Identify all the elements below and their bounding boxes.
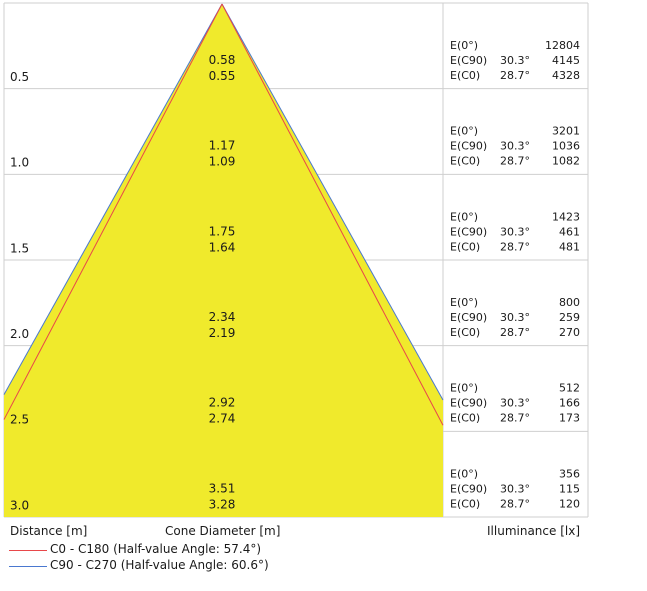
illuminance-c0-label: E(C0) [450,240,480,253]
legend-c0-swatch [9,550,47,551]
illuminance-c0-label: E(C0) [450,155,480,168]
illuminance-e0-value: 3201 [552,125,580,138]
illuminance-c0-value: 270 [559,326,580,339]
cone-diameter-c0: 1.09 [209,155,236,169]
cone-diameter-c0: 0.55 [209,69,236,83]
illuminance-c0-angle: 28.7° [500,240,530,253]
illuminance-e0-label: E(0°) [450,125,478,138]
cone-diameter-c0: 1.64 [209,240,236,254]
c0-c180-cone-edge-right [221,3,444,426]
illuminance-c0-angle: 28.7° [500,497,530,510]
illuminance-e0-label: E(0°) [450,467,478,480]
illuminance-c0-value: 120 [559,497,580,510]
illuminance-c0-label: E(C0) [450,412,480,425]
cone-diameter-c90: 0.58 [209,53,236,67]
illuminance-c0-angle: 28.7° [500,69,530,82]
footer: Distance [m] Cone Diameter [m] Illuminan… [0,518,647,591]
legend-c0-c180: C0 - C180 (Half-value Angle: 57.4°) [50,542,262,556]
illuminance-c90-label: E(C90) [450,54,487,67]
illuminance-c90-angle: 30.3° [500,225,530,238]
illuminance-c90-angle: 30.3° [500,397,530,410]
cone-diameter-c0: 2.19 [209,326,236,340]
illuminance-c0-angle: 28.7° [500,326,530,339]
illuminance-e0-label: E(0°) [450,210,478,223]
illuminance-c90-label: E(C90) [450,140,487,153]
illuminance-c0-angle: 28.7° [500,412,530,425]
distance-label: 3.0 [10,498,29,512]
illuminance-c90-value: 115 [559,482,580,495]
illuminance-e0-label: E(0°) [450,296,478,309]
illuminance-c0-label: E(C0) [450,326,480,339]
cone-diameter-c90: 3.51 [209,481,236,495]
illuminance-c0-angle: 28.7° [500,155,530,168]
illuminance-e0-value: 800 [559,296,580,309]
illuminance-c90-label: E(C90) [450,311,487,324]
cone-diameter-c90: 1.17 [209,139,236,153]
illuminance-e0-value: 512 [559,382,580,395]
illuminance-c0-value: 481 [559,240,580,253]
illuminance-c90-value: 461 [559,225,580,238]
cone-diameter-c0: 3.28 [209,497,236,511]
illuminance-c90-label: E(C90) [450,225,487,238]
illuminance-c0-value: 4328 [552,69,580,82]
cone-diameter-label: Cone Diameter [m] [165,524,281,538]
c90-c270-cone-edge-left [3,3,223,395]
illuminance-c90-angle: 30.3° [500,54,530,67]
cone-diameter-c90: 2.34 [209,310,236,324]
distance-label: 1.5 [10,241,29,255]
illuminance-c90-value: 1036 [552,140,580,153]
light-cone [4,4,443,517]
illuminance-c90-label: E(C90) [450,482,487,495]
distance-label: 2.0 [10,327,29,341]
illuminance-e0-label: E(0°) [450,39,478,52]
cone-diameter-c90: 2.92 [209,396,236,410]
illuminance-c0-label: E(C0) [450,497,480,510]
illuminance-label: Illuminance [lx] [487,524,580,538]
distance-axis-label: Distance [m] [10,524,88,538]
cone-diameter-c0: 2.74 [209,412,236,426]
illuminance-c90-angle: 30.3° [500,311,530,324]
illuminance-e0-value: 1423 [552,210,580,223]
illuminance-e0-value: 356 [559,467,580,480]
illuminance-c0-value: 173 [559,412,580,425]
illuminance-c90-value: 166 [559,397,580,410]
illuminance-c90-label: E(C90) [450,397,487,410]
illuminance-c90-value: 4145 [552,54,580,67]
legend-c90-swatch [9,566,47,567]
c0-c180-cone-edge-left [3,3,223,420]
illuminance-c90-value: 259 [559,311,580,324]
illuminance-c0-value: 1082 [552,155,580,168]
distance-label: 1.0 [10,156,29,170]
c90-c270-cone-edge-right [221,3,444,401]
cone-diameter-c90: 1.75 [209,224,236,238]
illuminance-e0-value: 12804 [545,39,580,52]
distance-label: 0.5 [10,70,29,84]
cone-diagram: 0.5 0.58 0.55 E(0°) 12804 E(C90) 30.3° 4145 E(C0… [3,2,589,518]
illuminance-e0-label: E(0°) [450,382,478,395]
legend-c90-c270: C90 - C270 (Half-value Angle: 60.6°) [50,558,269,572]
distance-label: 2.5 [10,413,29,427]
illuminance-c90-angle: 30.3° [500,482,530,495]
illuminance-c0-label: E(C0) [450,69,480,82]
illuminance-c90-angle: 30.3° [500,140,530,153]
